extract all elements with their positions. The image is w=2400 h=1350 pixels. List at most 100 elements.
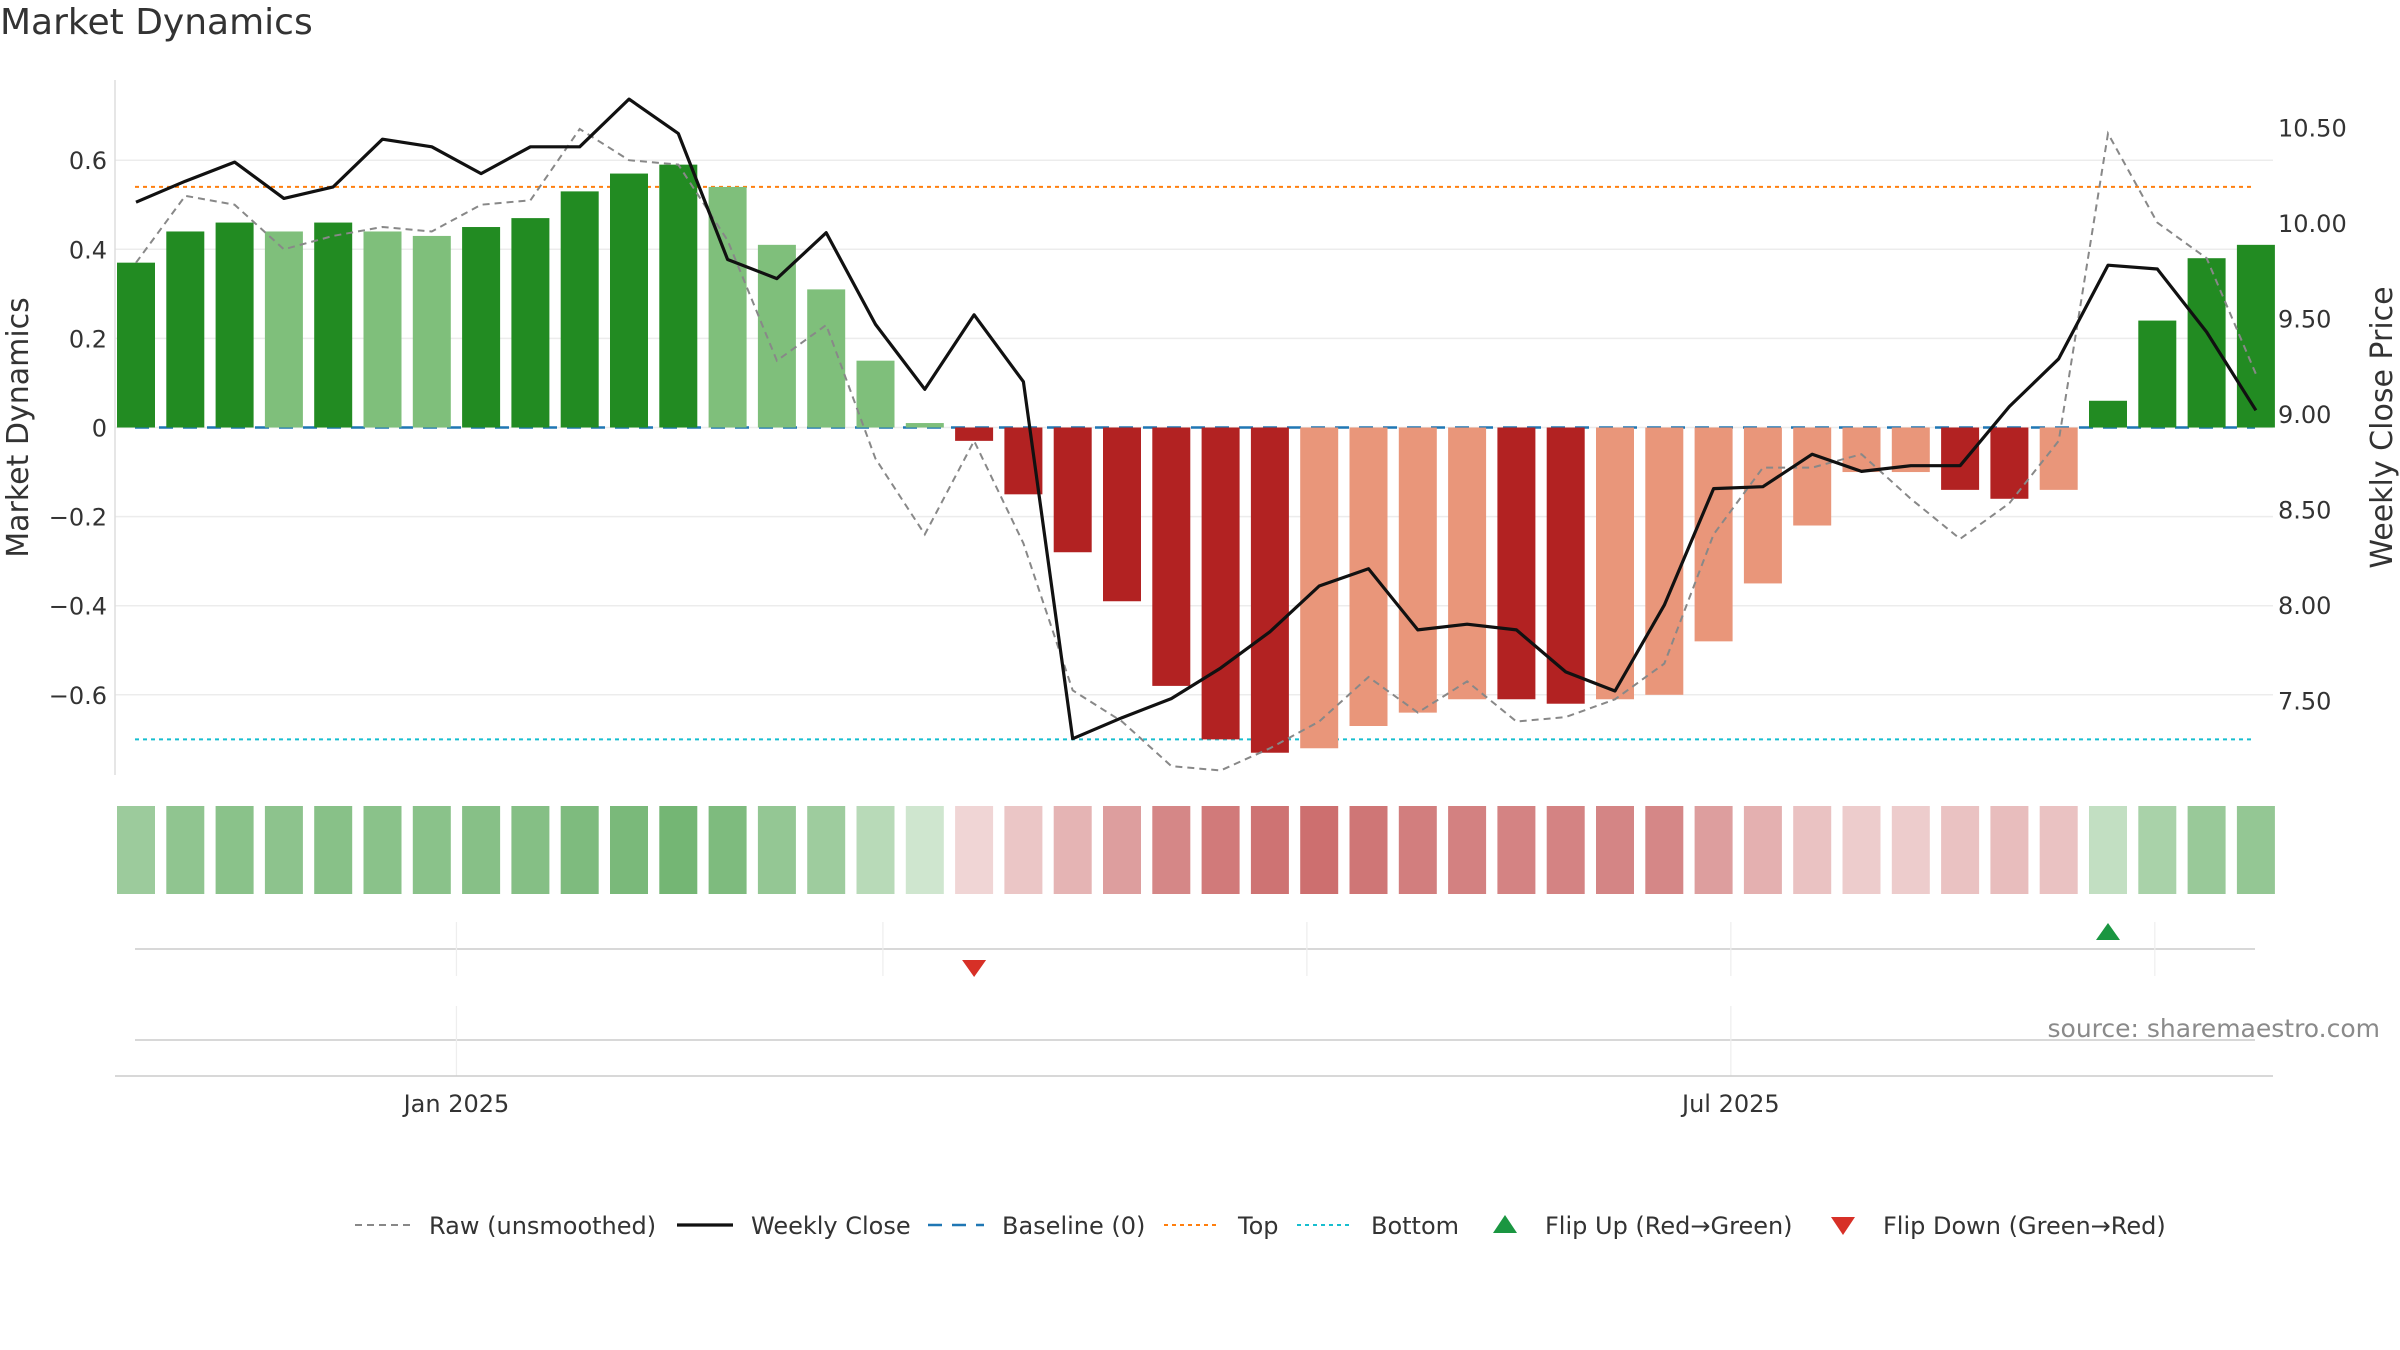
legend-label: Flip Down (Green→Red) <box>1883 1212 2166 1240</box>
momentum-bar <box>1103 427 1141 602</box>
momentum-bar <box>117 262 155 428</box>
y2-tick-label: 9.00 <box>2278 401 2331 429</box>
y2-tick-label: 8.50 <box>2278 497 2331 525</box>
y-tick-label: 0 <box>92 415 107 443</box>
strength-strip <box>117 806 2275 894</box>
strength-cell <box>1793 806 1832 894</box>
momentum-bar <box>1398 427 1437 713</box>
legend-item: Bottom <box>1297 1212 1459 1240</box>
y2-tick-label: 9.50 <box>2278 306 2331 334</box>
legend-swatch <box>1493 1215 1517 1233</box>
strength-cell <box>2236 806 2275 894</box>
momentum-bar <box>1250 427 1289 753</box>
momentum-bar <box>659 164 698 428</box>
momentum-bar <box>1941 427 1980 490</box>
legend-item: Baseline (0) <box>928 1212 1145 1240</box>
weekly-close-line <box>135 97 2258 741</box>
strength-cell <box>1053 806 1092 894</box>
y-tick-label: 0.2 <box>69 325 107 353</box>
momentum-bar <box>166 231 205 428</box>
legend-label: Top <box>1237 1212 1279 1240</box>
strength-cell <box>1941 806 1980 894</box>
momentum-bar <box>363 231 402 428</box>
strength-cell <box>610 806 648 894</box>
strength-cell <box>1250 806 1289 894</box>
momentum-bar <box>1743 427 1782 584</box>
strength-cell <box>1842 806 1881 894</box>
momentum-bar <box>2039 427 2078 490</box>
x-axis: Jan 2025 Jul 2025 <box>115 1006 2273 1118</box>
momentum-bar <box>955 427 994 441</box>
strength-cell <box>264 806 303 894</box>
momentum-bar <box>610 173 648 428</box>
legend-item: Weekly Close <box>677 1212 911 1240</box>
momentum-bar <box>1645 427 1684 695</box>
strength-cell <box>1349 806 1388 894</box>
strength-cell <box>955 806 994 894</box>
strength-cell <box>462 806 501 894</box>
momentum-bar <box>905 423 944 428</box>
strength-cell <box>2138 806 2177 894</box>
flip-up-marker <box>2096 923 2120 940</box>
momentum-bar <box>1152 427 1191 686</box>
strength-cell <box>117 806 155 894</box>
strength-cell <box>1497 806 1536 894</box>
y2-tick-label: 10.50 <box>2278 115 2347 143</box>
momentum-bar <box>1596 427 1634 700</box>
strength-cell <box>314 806 353 894</box>
strength-cell <box>757 806 796 894</box>
legend-label: Flip Up (Red→Green) <box>1545 1212 1793 1240</box>
legend-label: Bottom <box>1371 1212 1459 1240</box>
legend-item: Flip Up (Red→Green) <box>1493 1212 1793 1240</box>
momentum-bar <box>511 218 550 428</box>
x-tick-label: Jan 2025 <box>402 1090 510 1118</box>
legend-swatch <box>1831 1217 1855 1235</box>
strength-cell <box>166 806 205 894</box>
momentum-bar <box>1694 427 1733 642</box>
strength-cell <box>1103 806 1141 894</box>
strength-cell <box>1891 806 1930 894</box>
momentum-bar <box>1546 427 1585 704</box>
momentum-bar <box>215 222 254 428</box>
y2-tick-label: 7.50 <box>2278 688 2331 716</box>
strength-cell <box>2039 806 2078 894</box>
strength-cell <box>1398 806 1437 894</box>
strength-cell <box>708 806 747 894</box>
y-tick-label: −0.4 <box>49 593 107 621</box>
strength-cell <box>659 806 698 894</box>
strength-cell <box>1645 806 1684 894</box>
y2-tick-label: 10.00 <box>2278 210 2347 238</box>
y-tick-label: −0.6 <box>49 682 107 710</box>
momentum-bar <box>807 289 846 428</box>
y-axis-title: Market Dynamics <box>1 297 36 558</box>
momentum-bar <box>2138 320 2177 428</box>
flip-panel <box>135 922 2255 977</box>
momentum-bar <box>1053 427 1092 553</box>
strength-cell <box>1743 806 1782 894</box>
axes: 0.6 0.4 0.2 0 −0.2 −0.4 −0.6 10.50 10.00 9.50 9.00… <box>1 80 2400 775</box>
strength-cell <box>1990 806 2029 894</box>
strength-cell <box>1201 806 1240 894</box>
momentum-bar <box>412 235 451 428</box>
momentum-bar <box>1349 427 1388 726</box>
legend-item: Raw (unsmoothed) <box>355 1212 656 1240</box>
source-note: source: sharemaestro.com <box>2047 1014 2381 1043</box>
momentum-bar <box>264 231 303 428</box>
strength-cell <box>1546 806 1585 894</box>
chart-title: Market Dynamics <box>0 2 313 43</box>
momentum-bar <box>856 360 895 428</box>
strength-cell <box>412 806 451 894</box>
y-tick-label: 0.6 <box>69 147 107 175</box>
strength-cell <box>560 806 599 894</box>
momentum-bar <box>1497 427 1536 700</box>
momentum-bar <box>314 222 353 428</box>
strength-cell <box>1694 806 1733 894</box>
momentum-bar <box>2187 258 2226 428</box>
flip-down-marker <box>962 960 987 977</box>
raw-unsmoothed-line <box>135 127 2257 772</box>
x-tick-label: Jul 2025 <box>1680 1090 1780 1118</box>
strength-cell <box>2187 806 2226 894</box>
y-tick-label: 0.4 <box>69 236 107 264</box>
series-lines <box>135 97 2258 772</box>
strength-cell <box>807 806 846 894</box>
